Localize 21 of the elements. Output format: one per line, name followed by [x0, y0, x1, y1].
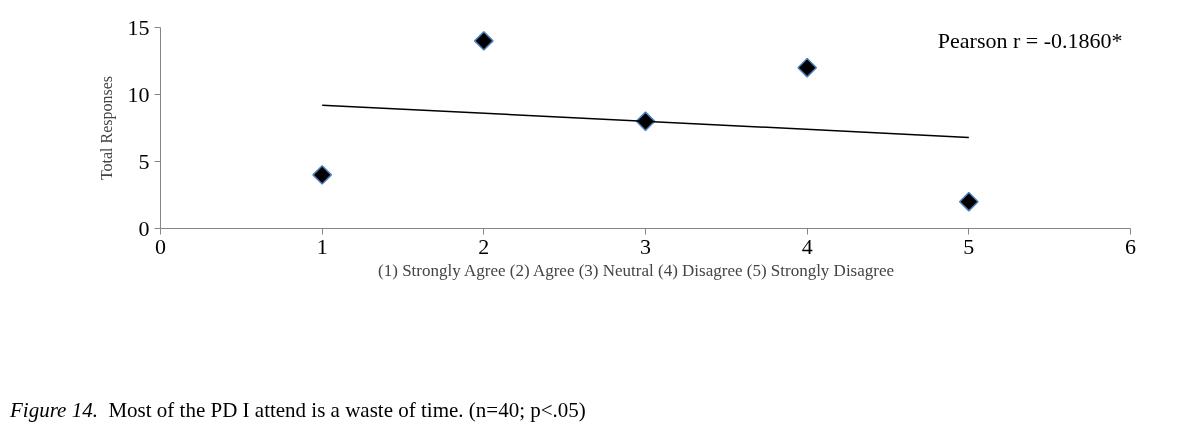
x-tick-label: 0 — [155, 233, 166, 259]
point — [635, 111, 656, 132]
x-tick-label: 1 — [316, 233, 328, 259]
text: Most of the PD I attend is a waste of time. (n=40; p<.05) — [108, 398, 586, 422]
x-tick-label: 3 — [640, 233, 651, 259]
point — [958, 191, 979, 212]
x-tick-label: 5 — [963, 233, 975, 259]
y-tick-label: 5 — [138, 148, 150, 174]
caption: Figure 14. — [10, 398, 98, 422]
y-axis-title: Total Responses — [97, 75, 116, 181]
point — [312, 164, 333, 185]
x-tick-label: 2 — [478, 233, 490, 259]
x-tick-label: 6 — [1125, 233, 1136, 259]
y-tick-label: 10 — [127, 81, 150, 107]
y-tick-label: 15 — [127, 14, 150, 40]
y-tick-label: 0 — [138, 215, 150, 241]
x-axis-title: (1) Strongly Agree (2) Agree (3) Neutral (4) Disagree (5) Strongly Disagree — [378, 260, 895, 280]
point — [473, 30, 494, 51]
annotation: Pearson r = -0.1860* — [937, 27, 1123, 53]
x-tick-label: 4 — [801, 233, 813, 259]
point — [797, 57, 818, 78]
